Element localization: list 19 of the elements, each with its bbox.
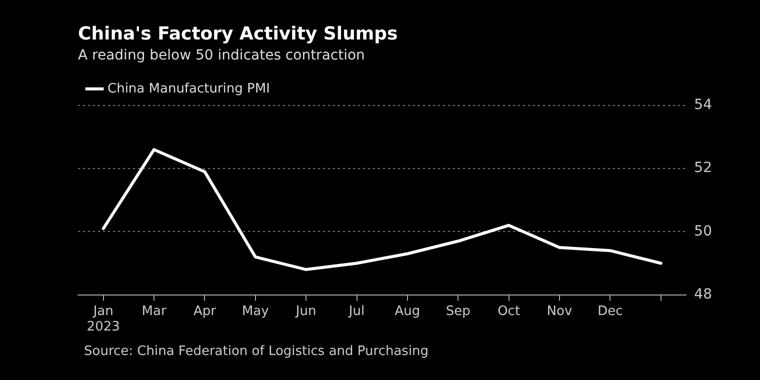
x-tick-label: Oct [498, 304, 520, 319]
y-tick-label: 48 [694, 286, 712, 302]
x-tick-label: Nov [546, 304, 572, 319]
legend-label: China Manufacturing PMI [108, 81, 270, 96]
chart-title: China's Factory Activity Slumps [78, 23, 398, 44]
y-tick-label: 50 [694, 223, 712, 240]
chart-subtitle: A reading below 50 indicates contraction [78, 48, 365, 64]
x-tick-label: Jul [348, 304, 365, 319]
x-tick-label: Jan 2023 [86, 304, 120, 335]
x-tick-label: Aug [394, 304, 420, 319]
x-tick-label: Dec [598, 304, 623, 319]
x-tick-label: Jun [294, 304, 316, 319]
y-tick-label: 52 [694, 160, 712, 176]
x-tick-label: Apr [193, 304, 217, 319]
source-note: Source: China Federation of Logistics and Purchasing [84, 344, 429, 359]
x-tick-label: Sep [446, 304, 470, 319]
x-tick-label: Mar [142, 304, 167, 319]
y-tick-label: 54 [694, 97, 712, 114]
x-tick-label: May [242, 304, 270, 319]
